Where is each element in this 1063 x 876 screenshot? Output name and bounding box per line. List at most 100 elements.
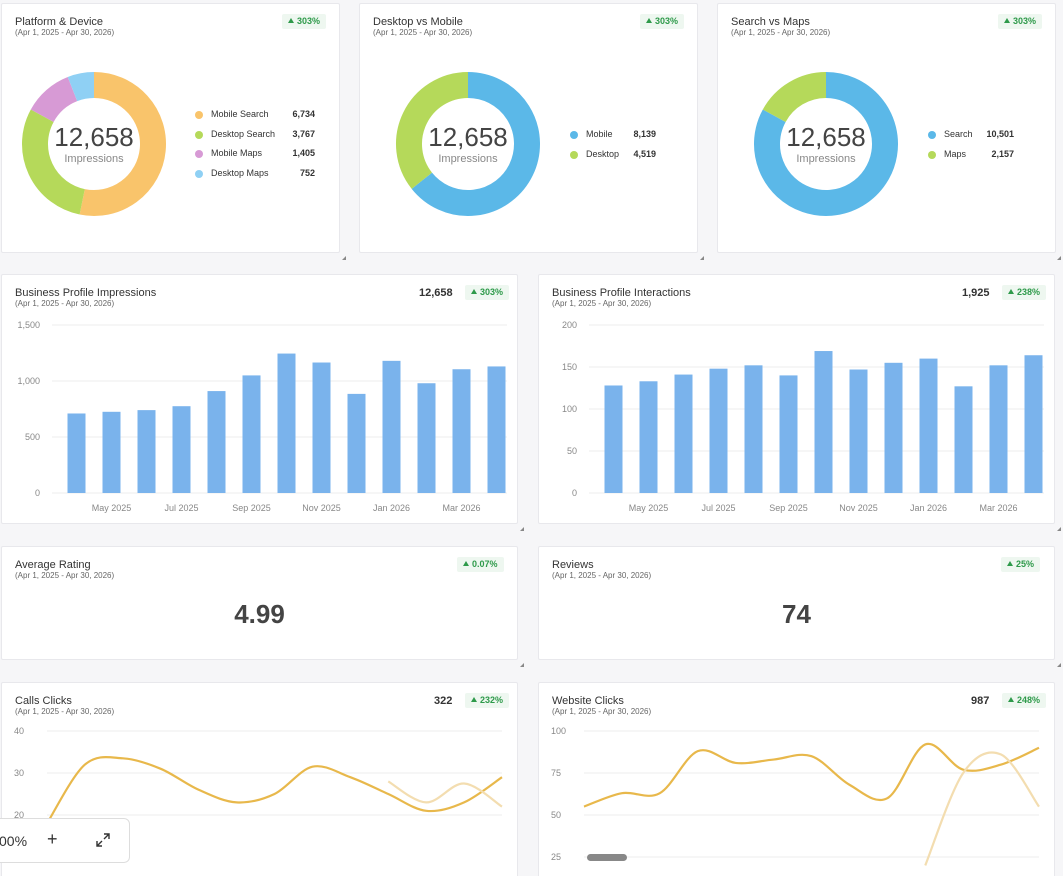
resize-handle[interactable] <box>1057 663 1061 667</box>
legend-label: Maps <box>944 148 967 159</box>
card-title: Reviews <box>552 559 594 571</box>
donut-slice[interactable] <box>67 72 95 102</box>
donut-slice[interactable] <box>762 72 827 123</box>
legend-dot-icon <box>570 131 578 139</box>
legend-dot-icon <box>570 150 578 159</box>
donut-slice[interactable] <box>22 109 86 215</box>
bar[interactable] <box>207 391 226 493</box>
bar[interactable] <box>849 369 868 493</box>
card-subtitle: (Apr 1, 2025 - Apr 30, 2026) <box>15 299 115 308</box>
resize-handle[interactable] <box>520 527 524 531</box>
card-title: Search vs Maps <box>731 16 810 28</box>
legend-item[interactable]: Desktop 4,519 <box>570 149 656 161</box>
bar[interactable] <box>452 369 471 493</box>
x-tick-label: May 2025 <box>629 503 669 513</box>
x-tick-label: May 2025 <box>92 503 132 513</box>
expand-icon[interactable] <box>95 832 111 848</box>
impressions-card: Business Profile Impressions (Apr 1, 202… <box>1 274 518 524</box>
bar[interactable] <box>277 353 296 493</box>
legend-value: 3,767 <box>292 128 315 139</box>
donut-slice[interactable] <box>411 72 540 216</box>
series-line[interactable] <box>583 742 1040 808</box>
bar[interactable] <box>779 375 798 493</box>
legend-item[interactable]: Mobile Search 6,734 <box>195 109 315 121</box>
bar[interactable] <box>172 406 191 493</box>
legend-item[interactable]: Mobile 8,139 <box>570 129 656 141</box>
up-arrow-icon <box>471 697 477 702</box>
bar[interactable] <box>989 365 1008 493</box>
bar[interactable] <box>639 381 658 493</box>
rating-value: 4.99 <box>234 599 285 629</box>
zoom-control: 00% + <box>0 818 130 863</box>
donut-slice[interactable] <box>754 72 898 216</box>
x-tick-label: Jul 2025 <box>164 503 198 513</box>
card-title: Calls Clicks <box>15 695 72 707</box>
bar-chart: 0 500 1,000 1,500 May 2025 Jul 2025 Sep 2025 No… <box>17 320 507 513</box>
series-line[interactable] <box>46 756 503 824</box>
donut-slice[interactable] <box>79 72 166 216</box>
bar[interactable] <box>709 368 728 493</box>
resize-handle[interactable] <box>520 663 524 667</box>
resize-handle[interactable] <box>700 256 704 260</box>
card-title: Website Clicks <box>552 695 624 707</box>
up-arrow-icon <box>646 18 652 23</box>
bar[interactable] <box>417 383 436 493</box>
donut-slice[interactable] <box>396 72 469 189</box>
series-line[interactable] <box>924 751 1040 866</box>
search-maps-card: Search vs Maps (Apr 1, 2025 - Apr 30, 20… <box>717 3 1056 253</box>
scroll-handle[interactable] <box>587 854 627 861</box>
bar[interactable] <box>954 386 973 493</box>
average-rating-card: Average Rating (Apr 1, 2025 - Apr 30, 20… <box>1 546 518 660</box>
change-badge: 303% <box>465 285 510 300</box>
y-tick-label: 150 <box>562 362 577 372</box>
website-clicks-card: Website Clicks (Apr 1, 2025 - Apr 30, 20… <box>538 682 1055 876</box>
legend-dot-icon <box>195 130 203 139</box>
bar[interactable] <box>744 365 763 493</box>
series-line[interactable] <box>387 780 503 808</box>
card-title: Average Rating <box>15 559 91 571</box>
bar[interactable] <box>102 411 121 493</box>
bar[interactable] <box>347 393 366 493</box>
legend-item[interactable]: Mobile Maps 1,405 <box>195 148 315 160</box>
donut-center: 12,658 Impressions <box>408 122 528 165</box>
legend-item[interactable]: Maps 2,157 <box>928 149 1014 161</box>
bar[interactable] <box>919 358 938 493</box>
change-badge: 248% <box>1002 693 1047 708</box>
bar[interactable] <box>382 360 401 493</box>
x-tick-label: Nov 2025 <box>839 503 878 513</box>
zoom-level[interactable]: 00% <box>0 833 28 849</box>
card-subtitle: (Apr 1, 2025 - Apr 30, 2026) <box>15 28 115 37</box>
bar[interactable] <box>242 375 261 493</box>
resize-handle[interactable] <box>1057 256 1061 260</box>
legend-label: Mobile Search <box>211 109 269 119</box>
change-badge: 238% <box>1002 285 1047 300</box>
donut-chart <box>396 72 540 216</box>
x-tick-label: Jul 2025 <box>701 503 735 513</box>
resize-handle[interactable] <box>1057 527 1061 531</box>
bar[interactable] <box>674 374 693 493</box>
x-tick-label: Jan 2026 <box>910 503 947 513</box>
legend-item[interactable]: Desktop Maps 752 <box>195 168 315 180</box>
donut-chart <box>22 72 166 216</box>
bar[interactable] <box>1024 355 1043 493</box>
y-tick-label: 75 <box>551 768 561 778</box>
legend-item[interactable]: Desktop Search 3,767 <box>195 129 315 141</box>
bar[interactable] <box>487 366 506 493</box>
bar[interactable] <box>67 413 86 493</box>
zoom-in-button[interactable]: + <box>47 829 58 849</box>
donut-center: 12,658 Impressions <box>34 122 154 165</box>
bar[interactable] <box>312 362 331 493</box>
y-tick-label: 40 <box>14 726 24 736</box>
legend-value: 752 <box>299 167 315 178</box>
up-arrow-icon <box>1008 697 1014 702</box>
legend-value: 4,519 <box>633 148 656 159</box>
bar[interactable] <box>604 385 623 493</box>
legend-item[interactable]: Search 10,501 <box>928 129 1014 141</box>
donut-label: Impressions <box>796 153 856 165</box>
bar[interactable] <box>814 351 833 493</box>
donut-slice[interactable] <box>30 76 78 123</box>
resize-handle[interactable] <box>342 256 346 260</box>
card-subtitle: (Apr 1, 2025 - Apr 30, 2026) <box>15 707 115 716</box>
bar[interactable] <box>884 362 903 493</box>
bar[interactable] <box>137 410 156 493</box>
